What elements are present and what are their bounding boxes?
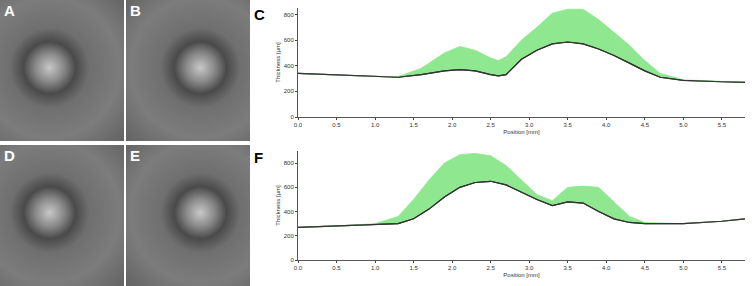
svg-text:5.5: 5.5 (718, 122, 727, 128)
svg-text:0: 0 (290, 257, 294, 263)
svg-text:3.0: 3.0 (525, 122, 534, 128)
svg-text:Thickness [µm]: Thickness [µm] (275, 42, 281, 83)
svg-text:Thickness [µm]: Thickness [µm] (275, 185, 281, 226)
html-text:B: B (130, 2, 141, 19)
html-text:A: A (4, 2, 15, 19)
svg-text:0: 0 (290, 114, 294, 120)
svg-text:4.0: 4.0 (602, 265, 611, 271)
svg-text:5.5: 5.5 (718, 265, 727, 271)
svg-text:2.5: 2.5 (486, 265, 495, 271)
svg-text:200: 200 (284, 88, 295, 94)
svg-text:0.0: 0.0 (294, 122, 303, 128)
svg-text:600: 600 (284, 37, 295, 43)
svg-text:600: 600 (284, 184, 295, 190)
svg-text:800: 800 (284, 160, 295, 166)
svg-text:800: 800 (284, 12, 295, 18)
svg-text:5.0: 5.0 (679, 265, 688, 271)
svg-text:5.0: 5.0 (679, 122, 688, 128)
svg-text:C: C (254, 6, 265, 23)
html-text:D: D (4, 147, 15, 164)
svg-text:1.0: 1.0 (371, 122, 380, 128)
svg-text:4.5: 4.5 (641, 265, 650, 271)
svg-text:4.5: 4.5 (641, 122, 650, 128)
svg-text:F: F (254, 149, 263, 166)
svg-text:2.0: 2.0 (448, 122, 457, 128)
svg-text:0.0: 0.0 (294, 265, 303, 271)
svg-text:1.5: 1.5 (409, 122, 418, 128)
svg-text:0.5: 0.5 (332, 265, 341, 271)
svg-text:3.0: 3.0 (525, 265, 534, 271)
svg-text:400: 400 (284, 63, 295, 69)
svg-text:0.5: 0.5 (332, 122, 341, 128)
svg-text:3.5: 3.5 (564, 265, 573, 271)
html-text:E: E (130, 147, 140, 164)
svg-text:1.0: 1.0 (371, 265, 380, 271)
svg-text:400: 400 (284, 209, 295, 215)
svg-text:1.5: 1.5 (409, 265, 418, 271)
svg-text:200: 200 (284, 233, 295, 239)
svg-text:2.5: 2.5 (486, 122, 495, 128)
svg-text:4.0: 4.0 (602, 122, 611, 128)
svg-text:Position [mm]: Position [mm] (503, 129, 540, 135)
svg-text:2.0: 2.0 (448, 265, 457, 271)
svg-text:3.5: 3.5 (564, 122, 573, 128)
svg-text:Position [mm]: Position [mm] (503, 272, 540, 278)
